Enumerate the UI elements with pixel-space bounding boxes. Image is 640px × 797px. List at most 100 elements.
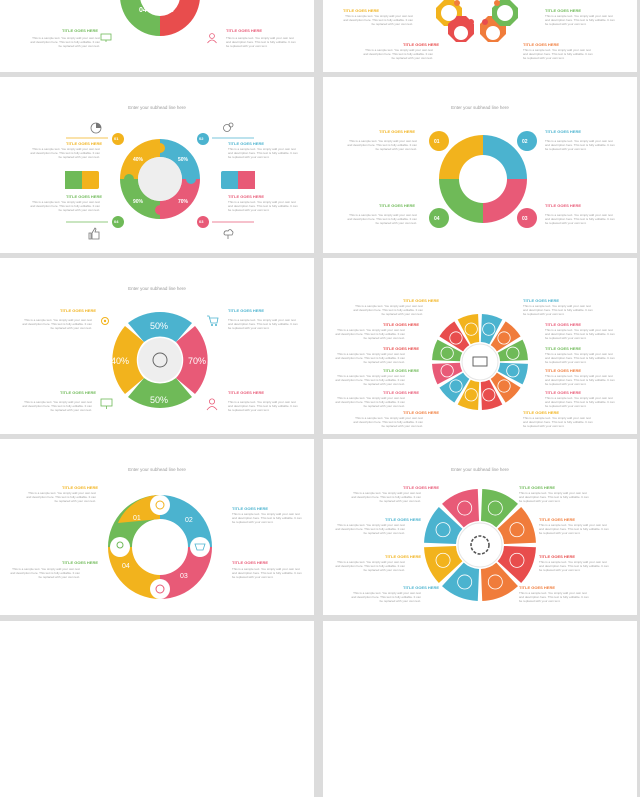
item-title: TITLE GOES HERE bbox=[545, 368, 582, 373]
num-02: 02 bbox=[199, 136, 204, 141]
gear-icon bbox=[101, 317, 109, 325]
pct-90: 90% bbox=[133, 199, 144, 205]
cloud-icon bbox=[223, 229, 234, 239]
gears-icon bbox=[223, 122, 234, 132]
num-04: 04 bbox=[434, 216, 440, 222]
pct-left: 40% bbox=[111, 356, 130, 366]
segment-icon bbox=[449, 379, 463, 393]
twelve-segment-wheel bbox=[432, 314, 528, 410]
item-title: TITLE GOES HERE bbox=[519, 585, 556, 590]
monitor-icon bbox=[100, 33, 112, 42]
item-title: TITLE GOES HERE bbox=[539, 554, 576, 559]
item-title: TITLE GOES HERE bbox=[403, 485, 440, 490]
item-title: TITLE GOES HERE bbox=[228, 194, 265, 199]
segment-icon bbox=[487, 500, 503, 516]
item-title: TITLE GOES HERE bbox=[62, 485, 99, 490]
item-body: This is a sample text. You simply add yo… bbox=[353, 416, 423, 428]
slide-hex-top-right[interactable]: TITLE GOES HERE This is a sample text. Y… bbox=[323, 0, 637, 72]
item-body: This is a sample text. You simply add yo… bbox=[30, 200, 100, 212]
item-body: This is a sample text. You simply add yo… bbox=[30, 147, 100, 159]
slide-arrow-cycle[interactable]: Enter your subhead line here 01 02 03 04… bbox=[0, 439, 314, 615]
item-body: This is a sample text. You simply add yo… bbox=[539, 560, 609, 572]
item-body: This is a sample text. You simply add yo… bbox=[363, 48, 433, 60]
segment-icon bbox=[435, 552, 451, 568]
num-04: 04 bbox=[114, 219, 119, 224]
wheel-segment bbox=[490, 321, 521, 352]
pct-40: 40% bbox=[133, 157, 144, 163]
segment-icon bbox=[464, 322, 478, 336]
item-body: This is a sample text. You simply add yo… bbox=[226, 36, 296, 48]
item-title: TITLE GOES HERE bbox=[379, 129, 416, 134]
slide-segment-wheel[interactable]: TITLE GOES HERE This is a sample text. Y… bbox=[323, 258, 637, 434]
item-title: TITLE GOES HERE bbox=[228, 308, 265, 313]
segment-icon bbox=[457, 574, 473, 590]
monitor-icon bbox=[472, 356, 488, 367]
item-title: TITLE GOES HERE bbox=[403, 585, 440, 590]
item-body: This is a sample text. You simply add yo… bbox=[545, 139, 615, 151]
gear-icon bbox=[470, 535, 490, 555]
wheel-segment bbox=[480, 314, 503, 345]
wheel-segment bbox=[497, 545, 536, 583]
item-title: TITLE GOES HERE bbox=[545, 203, 582, 208]
item-body: This is a sample text. You simply add yo… bbox=[545, 14, 615, 26]
slide-puzzle-ring[interactable]: Enter your subhead line here 01 02 03 04… bbox=[0, 77, 314, 253]
item-title: TITLE GOES HERE bbox=[545, 346, 582, 351]
item-title: TITLE GOES HERE bbox=[403, 410, 440, 415]
pct-50: 50% bbox=[178, 157, 189, 163]
item-body: This is a sample text. You simply add yo… bbox=[10, 567, 80, 579]
segment-icon bbox=[457, 500, 473, 516]
slide-subtitle: Enter your subhead line here bbox=[451, 105, 509, 110]
num-03: 03 bbox=[180, 573, 188, 580]
item-title: TITLE GOES HERE bbox=[383, 346, 420, 351]
item-body: This is a sample text. You simply add yo… bbox=[228, 318, 298, 330]
item-body: This is a sample text. You simply add yo… bbox=[347, 213, 417, 225]
item-body: This is a sample text. You simply add yo… bbox=[335, 352, 405, 364]
item-body: This is a sample text. You simply add yo… bbox=[545, 328, 615, 340]
item-body: This is a sample text. You simply add yo… bbox=[335, 560, 405, 572]
ring-number-04: 04 bbox=[139, 7, 147, 14]
item-title: TITLE GOES HERE bbox=[545, 322, 582, 327]
item-body: This is a sample text. You simply add yo… bbox=[22, 400, 92, 412]
wheel-segment bbox=[497, 507, 536, 545]
wheel-center bbox=[457, 522, 503, 568]
eight-segment-wheel bbox=[424, 489, 536, 601]
percent-ring-graphic bbox=[112, 311, 208, 409]
user-icon bbox=[207, 33, 217, 44]
item-title: TITLE GOES HERE bbox=[385, 554, 422, 559]
segment-icon bbox=[449, 331, 463, 345]
wheel-segment bbox=[439, 321, 470, 352]
pct-bottom: 50% bbox=[150, 395, 169, 405]
wheel-segment bbox=[480, 379, 503, 410]
slide-ring-top-left[interactable]: 04 03 TITLE GOES HERE This is a sample t… bbox=[0, 0, 314, 72]
slide-gear-wheel[interactable]: Enter your subhead line here TITLE GOES … bbox=[323, 439, 637, 615]
pct-70: 70% bbox=[178, 199, 189, 205]
item-title: TITLE GOES HERE bbox=[228, 390, 265, 395]
item-body: This is a sample text. You simply add yo… bbox=[545, 213, 615, 225]
wheel-segment bbox=[490, 372, 521, 403]
segment-icon bbox=[440, 346, 454, 360]
item-title: TITLE GOES HERE bbox=[545, 390, 582, 395]
slide-percent-ring[interactable]: Enter your subhead line here 50% 40% 70%… bbox=[0, 258, 314, 434]
item-title: TITLE GOES HERE bbox=[66, 141, 103, 146]
ring-quadrant-graphic bbox=[120, 0, 200, 36]
pie-chart-icon bbox=[90, 122, 102, 134]
segment-icon bbox=[440, 364, 454, 378]
item-title: TITLE GOES HERE bbox=[66, 194, 103, 199]
slide-subtitle: Enter your subhead line here bbox=[451, 467, 509, 472]
slide-next-right[interactable] bbox=[323, 621, 637, 797]
wheel-segment bbox=[457, 314, 480, 345]
segment-icon bbox=[464, 388, 478, 402]
item-body: This is a sample text. You simply add yo… bbox=[523, 416, 593, 428]
num-01: 01 bbox=[133, 515, 141, 522]
num-02: 02 bbox=[522, 139, 528, 145]
slide-notched-ring[interactable]: Enter your subhead line here 01 02 03 04… bbox=[323, 77, 637, 253]
item-title: TITLE GOES HERE bbox=[60, 390, 97, 395]
item-body: This is a sample text. You simply add yo… bbox=[545, 396, 615, 408]
pct-right: 70% bbox=[188, 356, 207, 366]
wheel-segment bbox=[497, 339, 528, 362]
slide-next-left[interactable] bbox=[0, 621, 314, 797]
item-title: TITLE GOES HERE bbox=[379, 203, 416, 208]
thumbs-up-icon bbox=[88, 227, 100, 240]
item-title: TITLE GOES HERE bbox=[523, 298, 560, 303]
segment-icon bbox=[487, 574, 503, 590]
